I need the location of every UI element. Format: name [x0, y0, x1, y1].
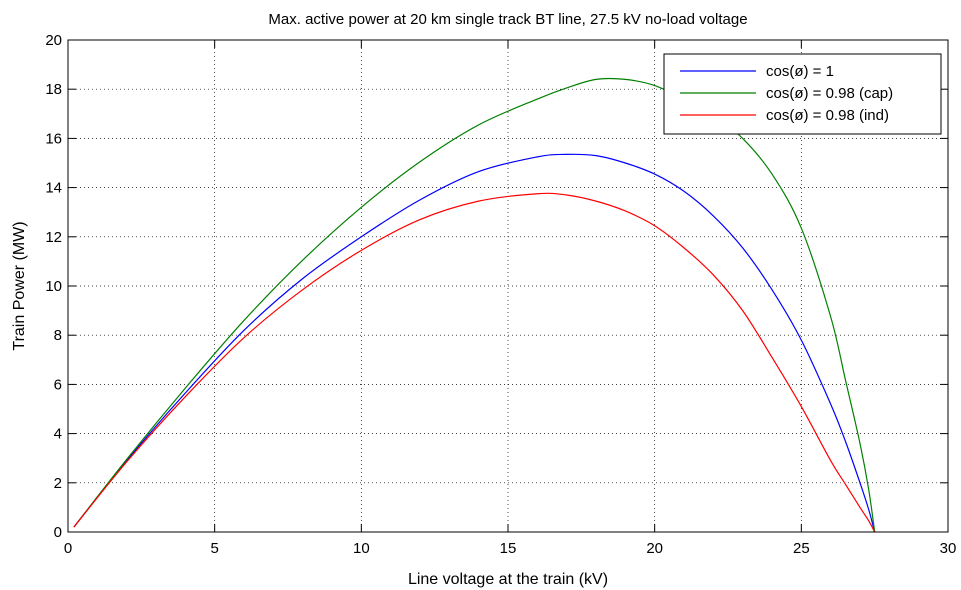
x-tick-label: 15	[500, 540, 517, 557]
y-tick-label: 16	[45, 130, 62, 147]
y-tick-label: 6	[54, 376, 62, 393]
chart-title: Max. active power at 20 km single track …	[268, 11, 747, 28]
x-tick-label: 25	[793, 540, 810, 557]
y-tick-label: 10	[45, 278, 62, 295]
y-tick-label: 4	[54, 426, 62, 443]
y-tick-label: 2	[54, 475, 62, 492]
x-tick-label: 10	[353, 540, 370, 557]
y-axis-label: Train Power (MW)	[11, 221, 28, 350]
legend-label-2: cos(ø) = 0.98 (cap)	[766, 85, 893, 102]
series-line-2	[73, 77, 876, 533]
legend-label-1: cos(ø) = 1	[766, 63, 834, 80]
y-tick-label: 0	[54, 524, 62, 541]
y-tick-label: 14	[45, 180, 62, 197]
x-tick-label: 5	[210, 540, 218, 557]
x-tick-label: 30	[940, 540, 957, 557]
legend-box	[663, 53, 942, 135]
plot-frame	[67, 39, 949, 533]
y-tick-label: 20	[45, 32, 62, 49]
y-tick-label: 18	[45, 81, 62, 98]
x-tick-label: 0	[64, 540, 72, 557]
legend: cos(ø) = 1 cos(ø) = 0.98 (cap) cos(ø) = 0.…	[663, 53, 942, 135]
y-tick-label: 12	[45, 229, 62, 246]
x-axis-label: Line voltage at the train (kV)	[408, 571, 608, 588]
x-tick-label: 20	[646, 540, 663, 557]
series-line-3	[73, 192, 876, 533]
legend-label-3: cos(ø) = 0.98 (ind)	[766, 107, 889, 124]
series-line-1	[73, 153, 876, 533]
y-tick-label: 8	[54, 327, 62, 344]
